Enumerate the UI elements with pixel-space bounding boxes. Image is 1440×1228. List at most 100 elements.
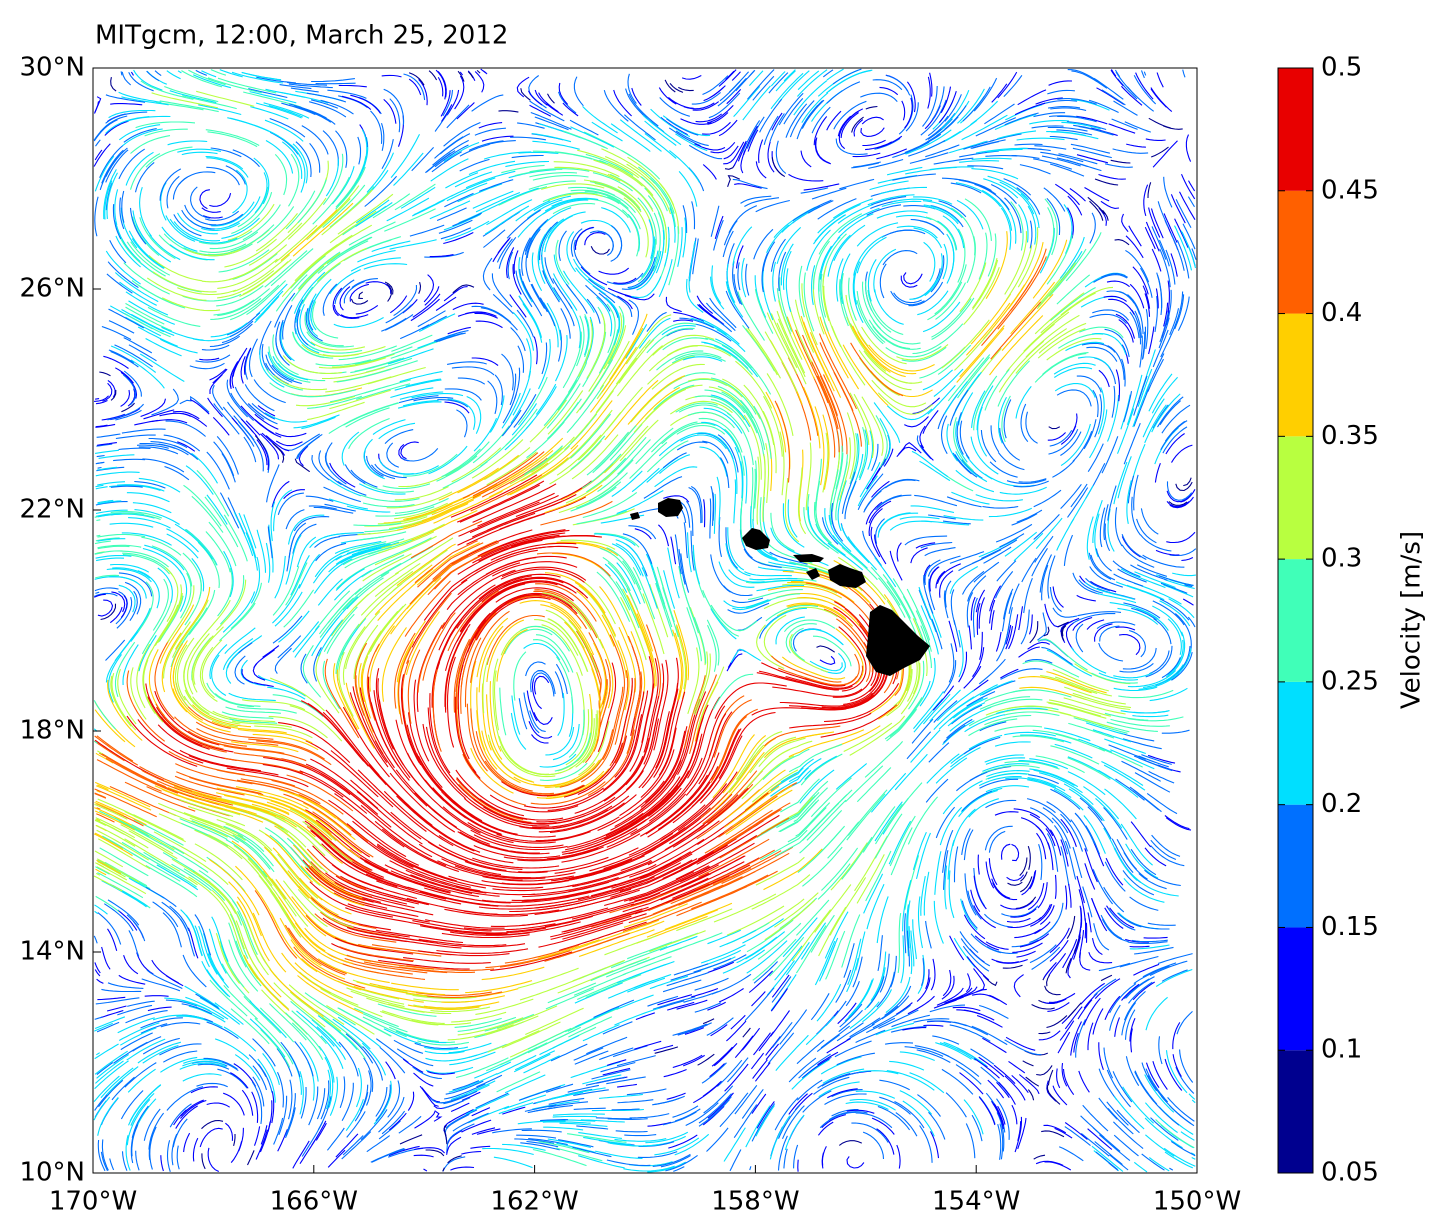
streamline [504, 944, 579, 964]
streamline [1047, 432, 1066, 441]
streamline [809, 660, 843, 672]
streamline [316, 1088, 326, 1120]
streamline [857, 475, 878, 507]
streamline [603, 89, 629, 122]
streamline [724, 428, 745, 476]
streamline [108, 654, 122, 703]
streamline [908, 926, 913, 975]
streamline [457, 377, 486, 385]
streamline [363, 482, 414, 493]
streamline [658, 259, 673, 298]
streamline [1127, 475, 1135, 504]
streamline [383, 1028, 422, 1045]
streamline [166, 533, 199, 559]
streamline [1004, 231, 1028, 295]
streamline [294, 244, 338, 282]
streamline [622, 560, 646, 604]
streamline [585, 1076, 626, 1086]
streamline [334, 793, 405, 848]
streamline [352, 686, 388, 763]
streamline [209, 231, 259, 250]
streamline [306, 331, 354, 348]
streamline [172, 599, 209, 658]
streamline [958, 789, 998, 818]
streamline [814, 139, 831, 165]
streamline [1110, 69, 1124, 87]
streamline [734, 183, 762, 189]
streamline [286, 774, 354, 812]
streamline [137, 581, 154, 633]
streamline [366, 152, 395, 193]
streamline [734, 1084, 758, 1115]
streamline [989, 461, 1018, 478]
streamline [643, 658, 659, 753]
streamline [179, 1062, 227, 1070]
streamline [1017, 89, 1047, 106]
streamline [458, 501, 540, 537]
streamline [493, 1156, 533, 1169]
streamline [511, 695, 521, 735]
streamline [710, 1024, 728, 1037]
streamline [1152, 329, 1169, 368]
streamline [662, 337, 708, 351]
streamline [1159, 400, 1182, 426]
streamline [470, 610, 510, 683]
streamline [1042, 807, 1069, 834]
streamline [597, 659, 611, 742]
streamline [1129, 629, 1146, 658]
streamline [819, 944, 836, 982]
streamline [368, 763, 433, 826]
streamline [552, 795, 630, 830]
streamline [776, 322, 807, 385]
streamline [1092, 309, 1130, 321]
streamline [567, 859, 652, 887]
streamline [454, 75, 465, 110]
streamline [852, 325, 906, 378]
streamline [686, 278, 704, 313]
streamline [273, 489, 293, 532]
streamline [466, 513, 545, 545]
streamline [920, 220, 945, 235]
streamline [123, 337, 153, 354]
streamline [1150, 208, 1164, 239]
streamline [324, 503, 356, 512]
streamline [1008, 583, 1020, 615]
streamline [1000, 207, 1012, 250]
streamline [600, 567, 631, 611]
streamline [831, 1109, 859, 1117]
streamline [310, 341, 366, 351]
streamline [242, 699, 306, 711]
streamline [1048, 992, 1076, 1003]
streamline [1180, 489, 1196, 503]
streamline [509, 447, 563, 485]
streamline [273, 1117, 284, 1145]
streamline [621, 690, 649, 775]
streamline [1053, 362, 1096, 375]
streamline [123, 127, 157, 143]
streamline [403, 492, 475, 521]
streamline [383, 88, 405, 126]
streamline [188, 876, 234, 927]
streamline [941, 319, 990, 369]
streamline [597, 459, 634, 493]
streamline [447, 590, 499, 652]
streamline [590, 245, 610, 255]
streamline [199, 646, 218, 702]
streamline [547, 1138, 592, 1149]
streamline [702, 770, 758, 825]
streamline [771, 157, 786, 178]
streamline [1088, 99, 1119, 113]
streamline [848, 983, 872, 1018]
streamline [114, 344, 153, 368]
streamline [970, 293, 1012, 345]
streamline [357, 249, 396, 263]
streamline [315, 542, 347, 562]
streamline [1090, 897, 1102, 921]
streamline [878, 663, 911, 720]
streamline [1131, 939, 1168, 943]
streamline [1059, 236, 1085, 279]
streamline [436, 207, 467, 222]
streamline [679, 317, 715, 329]
streamline [985, 799, 1017, 809]
streamline [183, 484, 222, 527]
